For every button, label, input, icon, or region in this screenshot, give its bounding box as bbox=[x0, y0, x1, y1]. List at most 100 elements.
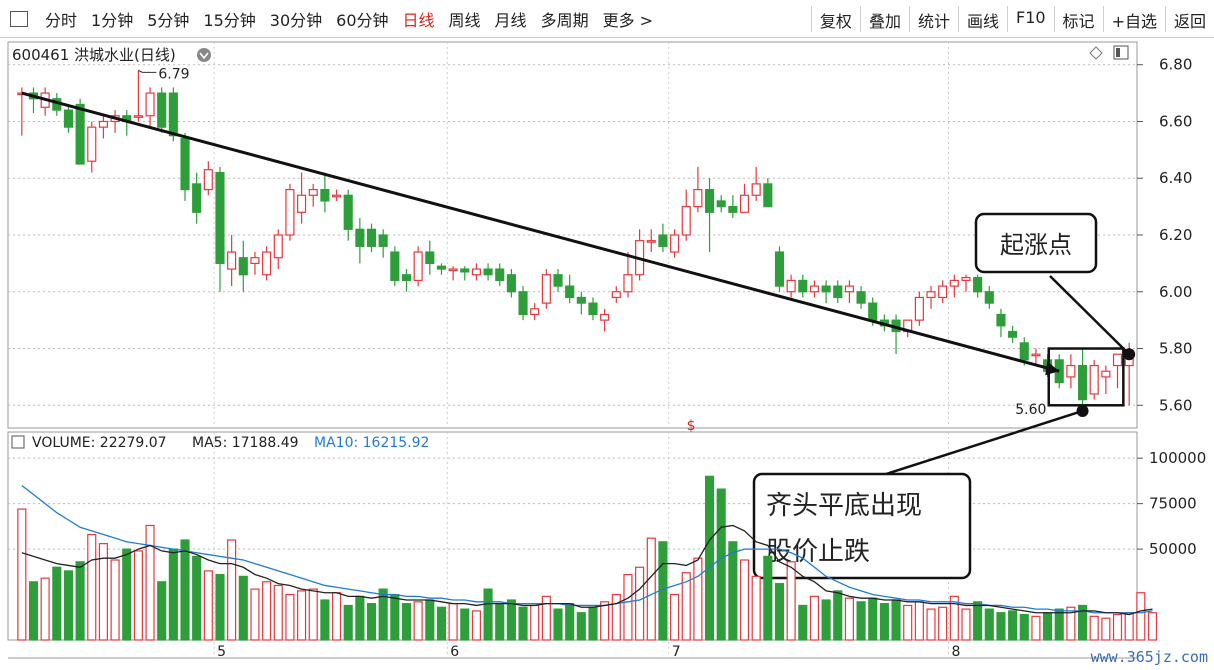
candle-body bbox=[180, 137, 190, 191]
callout-box-rise bbox=[974, 212, 1098, 274]
volume-bar bbox=[973, 601, 983, 641]
dropdown-icon bbox=[197, 48, 211, 62]
candle-body bbox=[343, 194, 353, 230]
volume-bar bbox=[903, 604, 913, 641]
volume-bar bbox=[938, 606, 948, 641]
volume-bar bbox=[483, 588, 493, 641]
toolbar-button-7[interactable]: 返回 bbox=[1164, 6, 1214, 32]
toolbar-button-1[interactable]: 叠加 bbox=[859, 6, 909, 32]
tab-period-2[interactable]: 5分钟 bbox=[147, 11, 190, 30]
toolbar-button-2[interactable]: 统计 bbox=[908, 6, 958, 32]
tab-period-9[interactable]: 多周期 bbox=[540, 11, 589, 30]
tab-period-10[interactable]: 更多 > bbox=[602, 11, 654, 30]
diamond-icon bbox=[1089, 46, 1103, 60]
callout-text-bottom-1: 齐头平底出现 bbox=[766, 491, 922, 521]
high-label: 6.79 bbox=[158, 66, 189, 82]
candle-body bbox=[600, 313, 610, 321]
volume-bar bbox=[180, 539, 190, 641]
candle-body bbox=[926, 291, 936, 299]
candle-body bbox=[1019, 342, 1029, 361]
volume-bar bbox=[1054, 608, 1064, 641]
candle-body bbox=[331, 194, 342, 198]
toolbar-button-6[interactable]: +自选 bbox=[1102, 6, 1165, 32]
watermark: www.365jz.com bbox=[1090, 648, 1208, 666]
volume-bar bbox=[926, 608, 936, 641]
candle-body bbox=[460, 268, 470, 273]
volume-bar bbox=[1124, 612, 1134, 641]
volume-bar bbox=[227, 539, 237, 641]
candle-body bbox=[157, 92, 167, 128]
volume-bar bbox=[553, 608, 563, 641]
candle-body bbox=[87, 126, 97, 162]
volume-bar bbox=[1101, 617, 1111, 641]
toolbar-button-0[interactable]: 复权 bbox=[810, 6, 860, 32]
flat-bottom-box bbox=[1047, 347, 1125, 407]
tab-period-7[interactable]: 周线 bbox=[448, 11, 481, 30]
tab-period-5[interactable]: 60分钟 bbox=[336, 11, 389, 30]
candle-body bbox=[588, 302, 598, 316]
tab-period-0[interactable]: 分时 bbox=[45, 11, 78, 30]
candle-body bbox=[63, 109, 74, 128]
candle-body bbox=[996, 313, 1006, 327]
volume-bar bbox=[1147, 612, 1158, 641]
candle-body bbox=[401, 274, 412, 282]
candle-body bbox=[436, 265, 447, 270]
chevron-down-icon bbox=[199, 52, 209, 60]
candle-body bbox=[704, 188, 715, 213]
volume-bar bbox=[541, 595, 551, 641]
candle-body bbox=[297, 194, 307, 213]
volume-bar bbox=[704, 475, 715, 641]
volume-bar bbox=[914, 601, 924, 641]
candle-body bbox=[425, 251, 435, 264]
candle-body bbox=[308, 188, 318, 196]
tab-period-4[interactable]: 30分钟 bbox=[269, 11, 323, 30]
volume-bar bbox=[774, 583, 785, 641]
volume-bar bbox=[297, 590, 307, 641]
tab-period-3[interactable]: 15分钟 bbox=[203, 11, 256, 30]
tab-period-8[interactable]: 月线 bbox=[494, 11, 527, 30]
candle-body bbox=[285, 188, 295, 236]
toolbar-button-3[interactable]: 画线 bbox=[957, 6, 1007, 32]
candle-body bbox=[168, 92, 178, 137]
dividend-marker: $ bbox=[687, 418, 696, 434]
panel-icon-fill bbox=[1116, 48, 1120, 57]
volume-bar bbox=[122, 548, 132, 641]
candle-body bbox=[227, 251, 237, 270]
volume-bar bbox=[611, 593, 621, 641]
candle-body bbox=[973, 276, 983, 293]
toolbar-button-4[interactable]: F10 bbox=[1006, 6, 1054, 32]
toolbar-button-5[interactable]: 标记 bbox=[1053, 6, 1103, 32]
volume-bar bbox=[285, 593, 295, 641]
candle-body bbox=[658, 234, 668, 247]
chart-title: 600461 洪城水业(日线) bbox=[12, 46, 176, 64]
volume-bar bbox=[576, 612, 586, 641]
volume-bar bbox=[1089, 615, 1099, 641]
volume-bar bbox=[40, 577, 50, 641]
volume-bar bbox=[390, 593, 400, 641]
volume-bar bbox=[821, 599, 831, 641]
tab-period-6[interactable]: 日线 bbox=[402, 11, 435, 30]
volume-bar bbox=[378, 588, 388, 641]
volume-bar bbox=[1066, 606, 1076, 641]
candle-body bbox=[774, 251, 785, 287]
volume-bar bbox=[588, 606, 598, 641]
panel-toggle-icon[interactable] bbox=[10, 11, 28, 27]
high-pointer bbox=[138, 69, 157, 73]
tab-period-1[interactable]: 1分钟 bbox=[91, 11, 134, 30]
volume-bar bbox=[495, 603, 505, 641]
candle-body bbox=[786, 279, 796, 293]
volume-ma10-label: MA10: 16215.92 bbox=[314, 435, 429, 451]
volume-bar bbox=[844, 597, 854, 641]
volume-bar bbox=[635, 566, 645, 641]
x-tick-label: 7 bbox=[672, 644, 681, 660]
candle-body bbox=[1077, 364, 1088, 401]
volume-toggle-icon bbox=[11, 435, 25, 449]
volume-bar bbox=[238, 575, 248, 641]
volume-bar bbox=[471, 610, 481, 641]
candle-body bbox=[390, 251, 400, 282]
price-tick-label: 6.80 bbox=[1159, 56, 1192, 74]
callout-text-rise: 起涨点 bbox=[1000, 231, 1072, 259]
candle-body bbox=[1008, 330, 1018, 338]
callout-box-bottom bbox=[752, 472, 972, 580]
volume-bar bbox=[949, 595, 959, 641]
